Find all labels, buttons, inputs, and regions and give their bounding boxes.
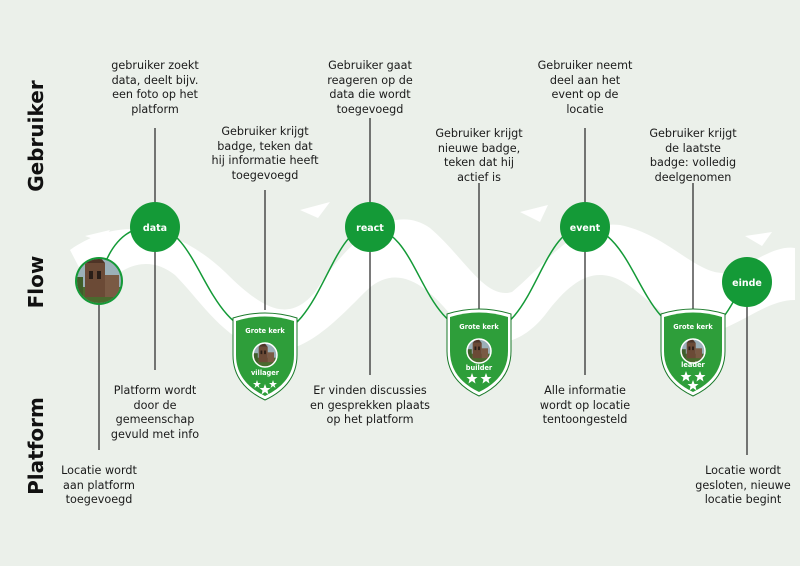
platform-text-event: Alle informatie wordt op locatie tentoon…: [539, 384, 631, 426]
badge-villager-title: Grote kerk: [245, 327, 285, 335]
node-event-label: event: [570, 223, 601, 234]
connector-lines: [98, 118, 748, 455]
badge-leader-level: leader: [681, 361, 705, 369]
star-icon: [680, 371, 706, 391]
badge-leader: Grote kerk leader: [660, 308, 726, 397]
user-text-badge2: Gebruiker krijgt nieuwe badge, teken dat…: [435, 127, 523, 184]
badge-builder: Grote kerk builder: [446, 308, 512, 397]
user-text-react: Gebruiker gaat reageren op de data die w…: [327, 59, 413, 116]
badge-builder-title: Grote kerk: [459, 323, 499, 331]
flow-curve: [98, 226, 748, 336]
badge-villager-level: villager: [251, 369, 280, 377]
start-location-photo: [75, 257, 123, 305]
badge-builder-level: builder: [466, 364, 493, 372]
user-text-data: gebruiker zoekt data, deelt bijv. een fo…: [111, 59, 199, 116]
star-icon: [466, 373, 492, 384]
platform-text-start: Locatie wordt aan platform toegevoegd: [61, 464, 137, 506]
platform-text-data: Platform wordt door de gemeenschap gevul…: [110, 384, 200, 441]
badge-leader-title: Grote kerk: [673, 323, 713, 331]
user-text-badge3: Gebruiker krijgt de laatste badge: volle…: [649, 127, 737, 184]
node-end: einde: [722, 257, 772, 307]
node-data: data: [130, 202, 180, 252]
star-icon: [253, 380, 277, 395]
node-event: event: [560, 202, 610, 252]
badge-villager: Grote kerk villager: [232, 312, 298, 401]
platform-text-end: Locatie wordt gesloten, nieuwe locatie b…: [695, 464, 791, 506]
platform-text-react: Er vinden discussies en gesprekken plaat…: [310, 384, 430, 426]
node-react: react: [345, 202, 395, 252]
node-end-label: einde: [732, 278, 762, 289]
user-text-event: Gebruiker neemt deel aan het event op de…: [537, 59, 633, 116]
node-react-label: react: [356, 223, 384, 234]
row-label-flow: Flow: [24, 255, 48, 309]
user-text-badge1: Gebruiker krijgt badge, teken dat hij in…: [211, 125, 319, 182]
row-label-user: Gebruiker: [24, 80, 48, 192]
node-data-label: data: [143, 223, 167, 234]
